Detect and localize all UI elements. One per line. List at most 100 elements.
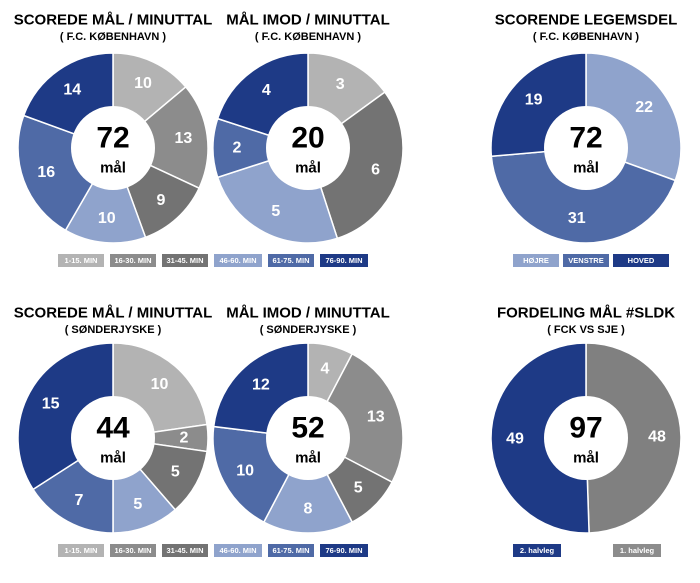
legend-label: 76-90. MIN	[325, 256, 362, 265]
pie-chart-5: MÅL IMOD / MINUTTAL ( SØNDERJYSKE ) 4 13 5 8 1…	[212, 305, 404, 534]
slice-value-label: 3	[336, 76, 345, 93]
slice-value-label: 19	[525, 92, 543, 109]
legend-label: 46-60. MIN	[219, 546, 256, 555]
legend-swatch	[613, 544, 661, 557]
pie-center-hole	[544, 106, 628, 190]
slice-value-label: 7	[75, 492, 84, 509]
legend-swatch	[162, 254, 208, 267]
slice-value-label: 10	[151, 376, 169, 393]
legend-label: 61-75. MIN	[272, 256, 309, 265]
chart-title: SCORENDE LEGEMSDEL	[495, 12, 678, 29]
legend-swatch	[320, 544, 368, 557]
legend-label: 46-60. MIN	[219, 256, 256, 265]
legend-label: 1-15. MIN	[65, 546, 98, 555]
slice-value-label: 8	[304, 501, 313, 518]
slice-value-label: 5	[354, 480, 363, 497]
slice-value-label: 31	[568, 210, 586, 227]
chart-subtitle: ( F.C. KØBENHAVN )	[533, 31, 639, 43]
slice-value-label: 16	[37, 164, 55, 181]
chart-subtitle: ( SØNDERJYSKE )	[260, 324, 357, 336]
pie-chart-6: FORDELING MÅL #SLDK ( FCK VS SJE ) 48 49 97 m…	[490, 305, 682, 534]
slice-value-label: 9	[157, 192, 166, 209]
chart-title: SCOREDE MÅL / MINUTTAL	[14, 12, 213, 29]
legend-label: 2. halvleg	[520, 546, 555, 555]
legend-swatch	[268, 544, 314, 557]
slice-value-label: 10	[236, 462, 254, 479]
center-unit: mål	[100, 450, 126, 467]
legend-swatch	[563, 254, 609, 267]
legend-swatch	[110, 254, 156, 267]
center-unit: mål	[573, 160, 599, 177]
pie-center-hole	[544, 396, 628, 480]
slice-value-label: 5	[171, 464, 180, 481]
legend-swatch	[214, 544, 262, 557]
center-total: 72	[569, 122, 602, 155]
pie-chart-3: SCORENDE LEGEMSDEL ( F.C. KØBENHAVN ) 22 31…	[490, 12, 682, 244]
legend-swatch	[162, 544, 208, 557]
legend-swatch	[58, 254, 104, 267]
pie-slice	[490, 342, 590, 534]
slice-value-label: 4	[262, 82, 271, 99]
chart-subtitle: ( SØNDERJYSKE )	[65, 324, 162, 336]
center-unit: mål	[573, 450, 599, 467]
legend-label: 1-15. MIN	[65, 256, 98, 265]
slice-value-label: 2	[233, 140, 242, 157]
slice-value-label: 15	[42, 395, 60, 412]
legend-minutes-top: 1-15. MIN 16-30. MIN 31-45. MIN 46-60. MIN 6…	[58, 254, 368, 267]
pie-slice	[64, 146, 147, 244]
slice-value-label: 13	[174, 130, 192, 147]
chart-subtitle: ( FCK VS SJE )	[547, 324, 625, 336]
legend-label: 1. halvleg	[620, 546, 655, 555]
center-total: 72	[96, 122, 129, 155]
slice-value-label: 22	[635, 99, 653, 116]
center-unit: mål	[295, 450, 321, 467]
center-total: 20	[291, 122, 324, 155]
pie-slice	[490, 147, 677, 244]
legend-label: 16-30. MIN	[114, 546, 151, 555]
legend-label: 61-75. MIN	[272, 546, 309, 555]
chart-subtitle: ( F.C. KØBENHAVN )	[60, 31, 166, 43]
slice-value-label: 14	[63, 81, 81, 98]
legend-label: 76-90. MIN	[325, 546, 362, 555]
center-total: 97	[569, 412, 602, 445]
pie-slice	[262, 436, 354, 534]
legend-swatch	[268, 254, 314, 267]
slice-value-label: 13	[367, 408, 385, 425]
chart-title: MÅL IMOD / MINUTTAL	[226, 305, 390, 322]
center-unit: mål	[295, 160, 321, 177]
chart-title: MÅL IMOD / MINUTTAL	[226, 12, 390, 29]
pie-center-hole	[71, 106, 155, 190]
slice-value-label: 4	[321, 361, 330, 378]
pie-slice	[307, 91, 404, 240]
slice-value-label: 6	[371, 161, 380, 178]
legend-swatch	[613, 254, 669, 267]
legend-halves: 2. halvleg 1. halvleg	[513, 544, 661, 557]
legend-swatch	[320, 254, 368, 267]
legend-label: VENSTRE	[568, 256, 603, 265]
pie-chart-4: SCOREDE MÅL / MINUTTAL ( SØNDERJYSKE ) 10 2…	[14, 305, 213, 534]
pie-center-hole	[71, 396, 155, 480]
legend-swatch	[58, 544, 104, 557]
slice-value-label: 10	[98, 210, 116, 227]
pie-center-hole	[266, 106, 350, 190]
chart-title: SCOREDE MÅL / MINUTTAL	[14, 305, 213, 322]
slice-value-label: 49	[506, 431, 524, 448]
pie-slice	[585, 342, 682, 534]
legend-label: 16-30. MIN	[114, 256, 151, 265]
legend-label: HØJRE	[523, 256, 549, 265]
chart-title: FORDELING MÅL #SLDK	[497, 305, 675, 322]
slice-value-label: 5	[271, 203, 280, 220]
legend-body-parts: HØJRE VENSTRE HOVED	[513, 254, 669, 267]
legend-minutes-bottom: 1-15. MIN 16-30. MIN 31-45. MIN 46-60. MIN 6…	[58, 544, 368, 557]
legend-label: 31-45. MIN	[166, 546, 203, 555]
legend-swatch	[513, 254, 559, 267]
legend-swatch	[214, 254, 262, 267]
slice-value-label: 2	[180, 430, 189, 447]
pie-slice	[111, 85, 209, 190]
pie-chart-2: MÅL IMOD / MINUTTAL ( F.C. KØBENHAVN ) 3 6 5…	[212, 12, 404, 244]
chart-subtitle: ( F.C. KØBENHAVN )	[255, 31, 361, 43]
pie-chart-1: SCOREDE MÅL / MINUTTAL ( F.C. KØBENHAVN )…	[14, 12, 213, 244]
center-unit: mål	[100, 160, 126, 177]
legend-swatch	[513, 544, 561, 557]
